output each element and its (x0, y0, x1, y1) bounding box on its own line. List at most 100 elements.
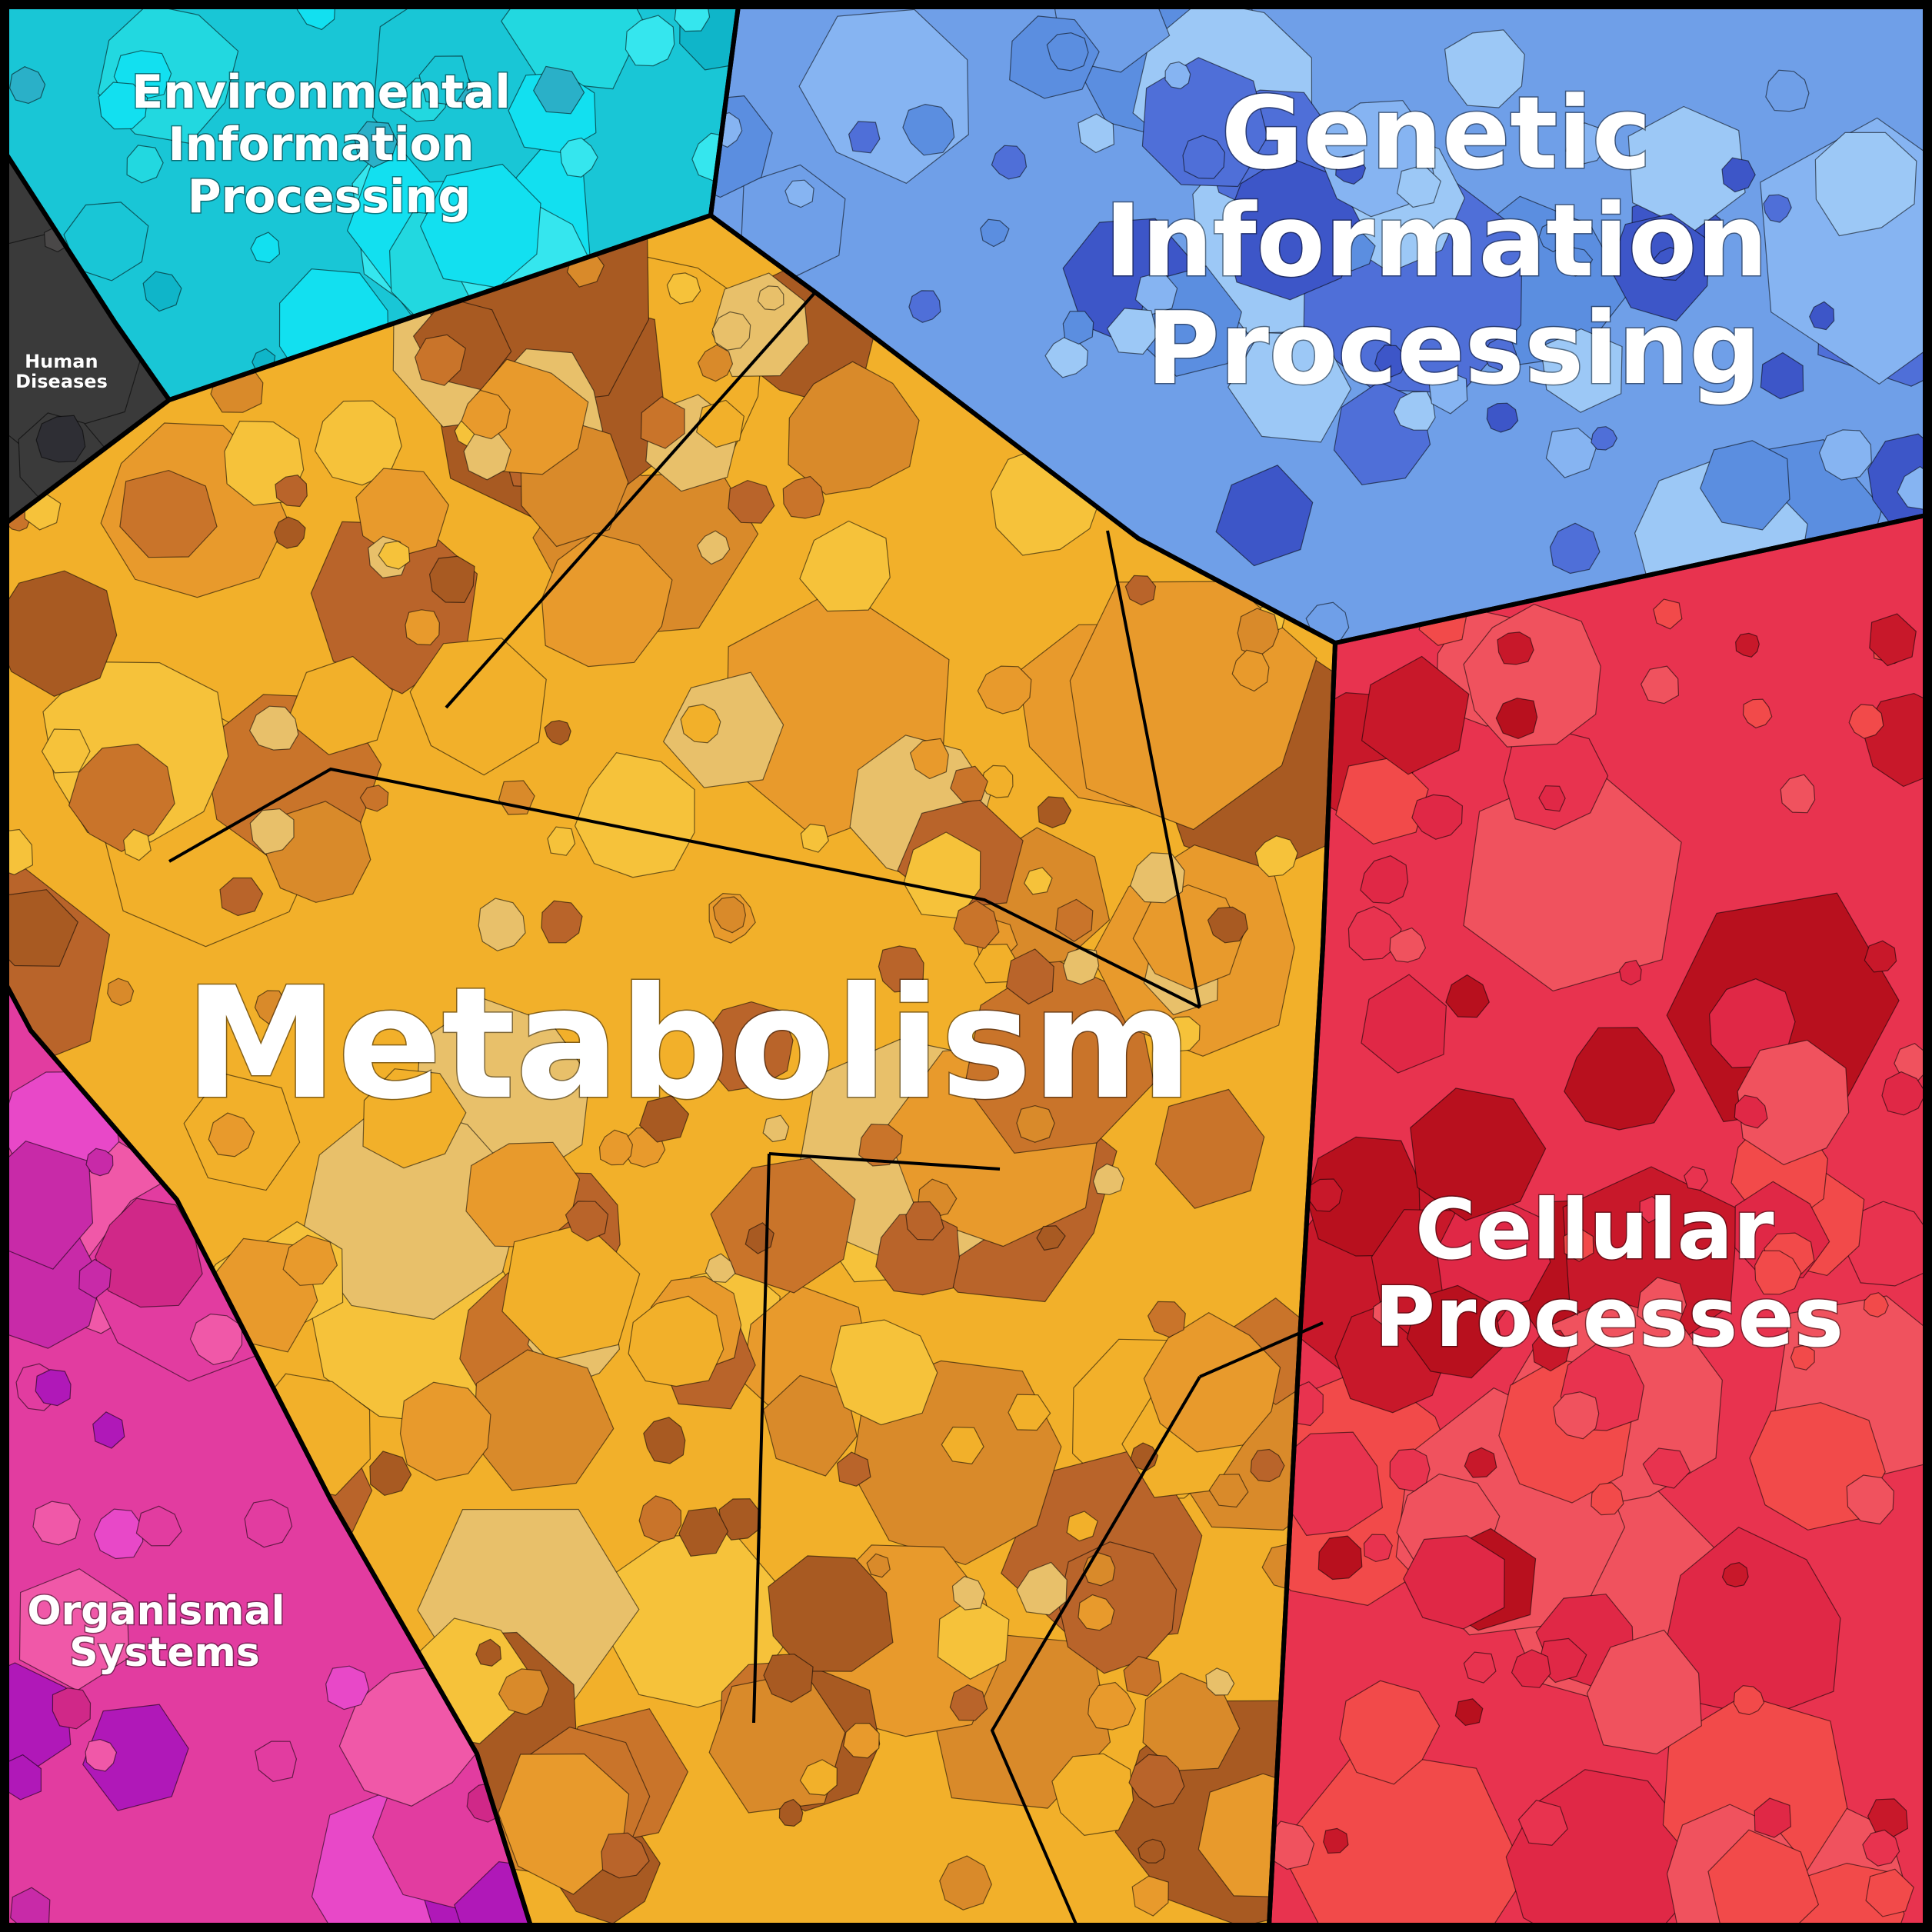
pathway-cell[interactable] (662, 671, 784, 788)
pathway-cell[interactable] (1131, 1875, 1169, 1917)
pathway-cell[interactable] (68, 743, 175, 852)
pathway-cell[interactable] (1864, 940, 1897, 973)
pathway-cell[interactable] (85, 1738, 118, 1772)
pathway-cell[interactable] (784, 179, 814, 208)
pathway-cell[interactable] (1814, 132, 1917, 237)
pathway-cell[interactable] (274, 516, 306, 549)
pathway-cell[interactable] (249, 705, 299, 751)
pathway-cell[interactable] (1865, 1868, 1914, 1917)
pathway-cell[interactable] (1665, 1526, 1841, 1718)
pathway-cell[interactable] (1780, 774, 1816, 814)
pathway-cell[interactable] (799, 1759, 838, 1796)
pathway-cell[interactable] (1250, 1448, 1285, 1483)
pathway-cell[interactable] (1565, 122, 1607, 165)
pathway-cell[interactable] (836, 1451, 871, 1487)
region-cellular[interactable] (1237, 515, 1932, 1932)
pathway-cell[interactable] (418, 55, 471, 106)
pathway-cell[interactable] (778, 1798, 804, 1827)
pathway-cell[interactable] (420, 163, 541, 288)
pathway-cell[interactable] (1062, 948, 1100, 985)
pathway-cell[interactable] (454, 1860, 575, 1932)
pathway-cell[interactable] (85, 1148, 114, 1177)
pathway-cell[interactable] (559, 137, 598, 178)
pathway-cell[interactable] (405, 609, 440, 646)
pathway-cell[interactable] (92, 1411, 125, 1449)
pathway-cell[interactable] (1818, 429, 1872, 481)
pathway-cell[interactable] (1707, 1829, 1820, 1932)
pathway-cell[interactable] (1708, 978, 1796, 1068)
pathway-cell[interactable] (1374, 344, 1407, 378)
pathway-cell[interactable] (1765, 69, 1810, 112)
pathway-cell[interactable] (1897, 465, 1932, 511)
pathway-cell[interactable] (638, 1495, 682, 1543)
pathway-cell[interactable] (1639, 1196, 1664, 1224)
pathway-cell[interactable] (1323, 1827, 1349, 1854)
pathway-cell[interactable] (1164, 1016, 1201, 1052)
pathway-cell[interactable] (728, 479, 775, 524)
pathway-cell[interactable] (282, 1234, 338, 1286)
pathway-cell[interactable] (858, 1123, 903, 1167)
pathway-cell[interactable] (1389, 927, 1427, 963)
pathway-cell[interactable] (1540, 328, 1623, 413)
pathway-cell[interactable] (705, 1253, 736, 1283)
pathway-cell[interactable] (601, 1832, 650, 1879)
pathway-cell[interactable] (763, 1654, 814, 1703)
pathway-cell[interactable] (1733, 1685, 1765, 1716)
pathway-cell[interactable] (704, 1001, 794, 1092)
pathway-cell[interactable] (35, 415, 86, 463)
pathway-cell[interactable] (1066, 1511, 1098, 1542)
pathway-cell[interactable] (1564, 1027, 1676, 1131)
pathway-cell[interactable] (666, 272, 701, 305)
pathway-cell[interactable] (565, 1201, 609, 1242)
pathway-cell[interactable] (1881, 1071, 1926, 1116)
pathway-cell[interactable] (8, 66, 46, 105)
pathway-cell[interactable] (1396, 164, 1441, 208)
pathway-cell[interactable] (1403, 1535, 1505, 1630)
pathway-cell[interactable] (498, 1668, 549, 1716)
pathway-cell[interactable] (1809, 301, 1835, 331)
pathway-cell[interactable] (475, 1638, 502, 1667)
pathway-cell[interactable] (1734, 1094, 1768, 1129)
pathway-cell[interactable] (1553, 1391, 1600, 1440)
pathway-cell[interactable] (949, 1684, 988, 1721)
pathway-cell[interactable] (255, 1740, 298, 1783)
pathway-cell[interactable] (414, 334, 466, 386)
pathway-cell[interactable] (1130, 1442, 1159, 1472)
pathway-cell[interactable] (1055, 898, 1094, 942)
pathway-cell[interactable] (843, 1722, 880, 1759)
pathway-cell[interactable] (1410, 1088, 1547, 1221)
pathway-cell[interactable] (902, 103, 955, 156)
region-environmental[interactable] (6, 0, 762, 400)
pathway-cell[interactable] (378, 540, 411, 570)
pathway-cell[interactable] (541, 532, 673, 668)
pathway-cell[interactable] (98, 82, 148, 130)
pathway-cell[interactable] (275, 475, 308, 508)
pathway-cell[interactable] (355, 468, 450, 558)
pathway-cell[interactable] (1563, 1227, 1594, 1262)
pathway-cell[interactable] (1005, 948, 1054, 1005)
pathway-cell[interactable] (428, 555, 475, 604)
pathway-cell[interactable] (0, 570, 118, 698)
pathway-cell[interactable] (1486, 402, 1519, 433)
pathway-cell[interactable] (359, 784, 389, 812)
pathway-cell[interactable] (1182, 135, 1226, 179)
pathway-cell[interactable] (219, 877, 264, 917)
pathway-cell[interactable] (1088, 1681, 1136, 1730)
pathway-cell[interactable] (208, 1112, 255, 1158)
pathway-cell[interactable] (1497, 631, 1534, 665)
pathway-cell[interactable] (1700, 440, 1790, 531)
pathway-cell[interactable] (1389, 1448, 1431, 1492)
pathway-cell[interactable] (1538, 785, 1566, 812)
pathway-cell[interactable] (63, 202, 149, 281)
pathway-cell[interactable] (142, 271, 182, 312)
pathway-cell[interactable] (541, 900, 583, 944)
pathway-cell[interactable] (1411, 794, 1464, 840)
pathway-cell[interactable] (1454, 1698, 1484, 1727)
pathway-cell[interactable] (941, 1426, 984, 1464)
pathway-cell[interactable] (107, 978, 135, 1007)
pathway-cell[interactable] (950, 765, 988, 803)
pathway-cell[interactable] (1237, 608, 1280, 658)
pathway-cell[interactable] (1141, 57, 1268, 188)
pathway-cell[interactable] (1763, 194, 1792, 223)
pathway-cell[interactable] (399, 1381, 491, 1481)
